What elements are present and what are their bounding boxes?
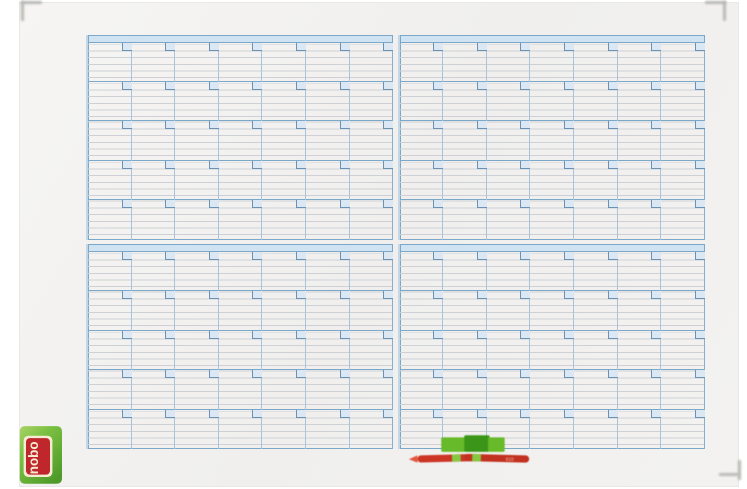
svg-text:nobo: nobo — [26, 441, 41, 474]
svg-text:610: 610 — [506, 457, 514, 462]
